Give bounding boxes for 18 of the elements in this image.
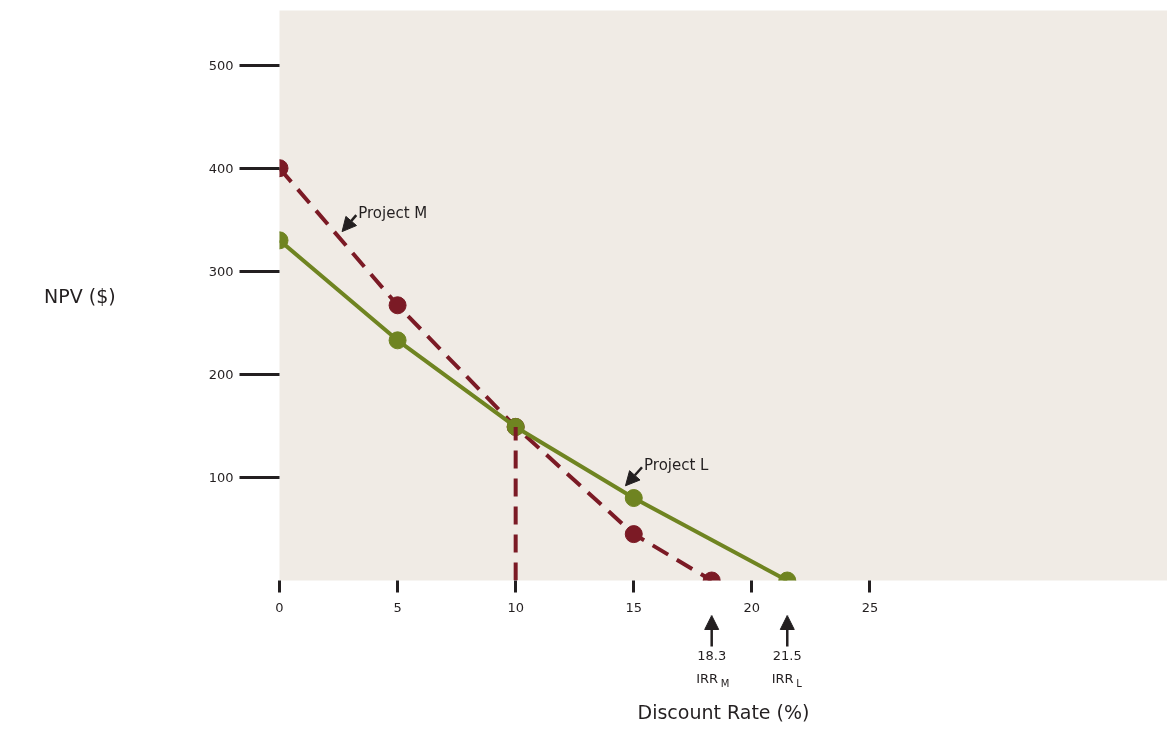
x-tick-label: 10 bbox=[507, 599, 524, 615]
text: 18.3 bbox=[697, 647, 727, 663]
x-tick-label: 5 bbox=[393, 599, 402, 615]
x-tick-label: 15 bbox=[625, 599, 643, 615]
y-axis-title: NPV ($) bbox=[44, 284, 116, 307]
y-tick-label: 400 bbox=[208, 160, 234, 176]
text: IRRM bbox=[696, 670, 730, 689]
series-label: Project L bbox=[644, 456, 710, 475]
x-axis-title: Discount Rate (%) bbox=[637, 700, 810, 723]
text: 21.5 bbox=[772, 647, 802, 663]
y-tick-label: 300 bbox=[208, 263, 234, 279]
x-tick-label: 20 bbox=[743, 599, 761, 615]
x-tick-label: 25 bbox=[861, 599, 879, 615]
x-tick-label: 0 bbox=[275, 599, 284, 615]
series-label: Project M bbox=[358, 204, 428, 223]
y-tick-label: 500 bbox=[208, 57, 234, 73]
y-tick-label: 100 bbox=[208, 469, 234, 485]
y-tick-label: 200 bbox=[208, 366, 234, 382]
